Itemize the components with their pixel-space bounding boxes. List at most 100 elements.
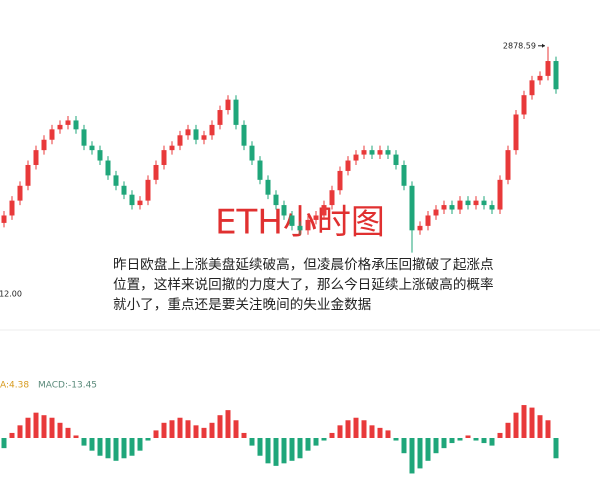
- macd-bar: [97, 438, 103, 456]
- candle-body: [481, 200, 487, 206]
- macd-bar: [513, 412, 519, 438]
- candle-body: [281, 205, 287, 216]
- candle-body: [153, 164, 159, 180]
- candle-body: [489, 205, 495, 210]
- candle-body: [313, 215, 319, 220]
- macd-bar: [129, 438, 135, 456]
- candle-body: [25, 164, 31, 186]
- candle-body: [161, 150, 167, 165]
- candle-body: [201, 135, 207, 140]
- macd-bar: [321, 438, 327, 441]
- candle-body: [113, 175, 119, 186]
- macd-bar: [33, 412, 39, 438]
- candle-body: [145, 179, 151, 201]
- macd-bar: [465, 435, 471, 438]
- macd-bar: [25, 417, 31, 438]
- macd-bar: [489, 438, 495, 446]
- candle-body: [361, 150, 367, 155]
- candle-body: [65, 120, 71, 125]
- macd-bar: [193, 425, 199, 438]
- candle-body: [121, 185, 127, 195]
- candle-body: [17, 185, 23, 201]
- candle-body: [425, 215, 431, 226]
- macd-bar: [145, 438, 151, 441]
- candle-body: [401, 164, 407, 186]
- macd-bar: [289, 438, 295, 461]
- macd-bar: [233, 420, 239, 438]
- candle-body: [257, 160, 263, 180]
- macd-bar: [121, 438, 127, 459]
- candle-body: [321, 205, 327, 216]
- macd-bar: [497, 432, 503, 438]
- commentary: 昨日欧盘上上涨美盘延续破高，但凌晨价格承压回撤破了起涨点 位置，这样来说回撤的力度…: [113, 255, 533, 315]
- candle-body: [73, 120, 79, 130]
- text-line: 昨日欧盘上上涨美盘延续破高，但凌晨价格承压回撤破了起涨点: [113, 257, 494, 273]
- candle-body: [265, 179, 271, 195]
- macd-bar: [113, 438, 119, 461]
- candle-body: [1, 215, 7, 223]
- candle-body: [545, 61, 551, 76]
- macd-bar: [49, 417, 55, 438]
- macd-bar: [385, 430, 391, 438]
- macd-bar: [329, 432, 335, 438]
- candle-body: [241, 124, 247, 146]
- macd-bar: [353, 417, 359, 438]
- candle-body: [385, 150, 391, 155]
- candle-body: [297, 225, 303, 231]
- macd-bar: [265, 438, 271, 464]
- candle-body: [449, 205, 455, 210]
- macd-bar: [209, 422, 215, 438]
- macd-bar: [249, 438, 255, 446]
- macd-bar: [169, 420, 175, 438]
- macd-bar: [473, 438, 479, 441]
- candle-body: [169, 145, 175, 151]
- macd-bar: [281, 438, 287, 464]
- macd-bar: [449, 438, 455, 444]
- candle-body: [353, 154, 359, 161]
- candle-body: [521, 95, 527, 115]
- candle-body: [305, 219, 311, 231]
- macd-bar: [553, 438, 559, 459]
- macd-bar: [73, 435, 79, 438]
- candle-body: [337, 170, 343, 191]
- candle-body: [209, 124, 215, 136]
- macd-bar: [393, 438, 399, 441]
- candle-body: [105, 160, 111, 176]
- candle-body: [473, 200, 479, 206]
- candle-body: [433, 209, 439, 216]
- macd-bar: [81, 438, 87, 446]
- macd-bar: [369, 425, 375, 438]
- candle-body: [273, 194, 279, 206]
- candle-body: [57, 124, 63, 130]
- candle-body: [233, 99, 239, 125]
- candle-body: [97, 150, 103, 161]
- macd-bar: [273, 438, 279, 466]
- macd-bar: [153, 430, 159, 438]
- candle-body: [49, 129, 55, 140]
- candle-body: [137, 200, 143, 206]
- macd-bar: [9, 432, 15, 438]
- macd-bar: [537, 415, 543, 438]
- macd-bar: [1, 438, 7, 449]
- macd-bar: [177, 417, 183, 438]
- macd-bar: [401, 438, 407, 454]
- macd-bar: [529, 407, 535, 438]
- macd-label: MACD:-13.45: [38, 381, 97, 391]
- macd-bar: [297, 438, 303, 459]
- macd-bar: [201, 427, 207, 438]
- candle-body: [81, 129, 87, 146]
- candle-body: [393, 154, 399, 165]
- candle-body: [409, 185, 415, 231]
- candle-body: [537, 75, 543, 81]
- low-marker: 2712.00: [0, 290, 22, 299]
- candle-body: [529, 80, 535, 96]
- candle-body: [417, 225, 423, 231]
- macd-bar: [257, 438, 263, 456]
- macd-bar: [441, 438, 447, 449]
- candle-body: [129, 194, 135, 206]
- candle-body: [217, 110, 223, 125]
- macd-bar: [505, 422, 511, 438]
- candle-body: [249, 145, 255, 161]
- macd-bar: [409, 438, 415, 474]
